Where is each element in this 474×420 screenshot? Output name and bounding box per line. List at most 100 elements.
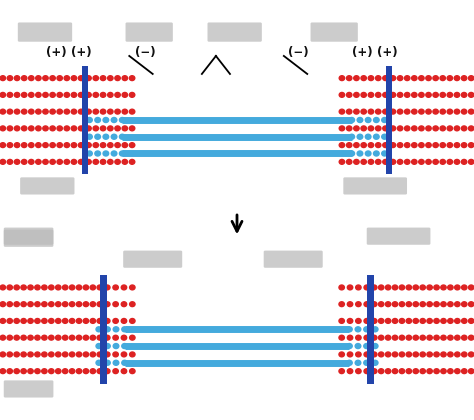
Circle shape — [447, 352, 453, 357]
Circle shape — [113, 327, 119, 332]
Circle shape — [14, 318, 19, 323]
Circle shape — [433, 109, 438, 114]
Circle shape — [339, 109, 345, 114]
Circle shape — [63, 352, 68, 357]
Circle shape — [93, 76, 99, 81]
Circle shape — [42, 369, 47, 374]
Circle shape — [368, 76, 374, 81]
Circle shape — [97, 352, 102, 357]
Circle shape — [28, 302, 33, 307]
Circle shape — [83, 302, 89, 307]
Circle shape — [63, 369, 68, 374]
Circle shape — [397, 92, 403, 97]
Circle shape — [356, 302, 361, 307]
Circle shape — [346, 126, 352, 131]
Circle shape — [354, 76, 359, 81]
Circle shape — [372, 352, 377, 357]
FancyBboxPatch shape — [4, 381, 54, 398]
Circle shape — [426, 126, 431, 131]
Circle shape — [434, 285, 439, 290]
Circle shape — [76, 318, 82, 323]
Circle shape — [105, 335, 110, 340]
Circle shape — [468, 302, 474, 307]
Circle shape — [411, 126, 417, 131]
Circle shape — [7, 126, 13, 131]
Circle shape — [361, 92, 366, 97]
Circle shape — [103, 151, 109, 156]
Circle shape — [368, 92, 374, 97]
Circle shape — [346, 109, 352, 114]
Circle shape — [69, 352, 75, 357]
Circle shape — [468, 335, 474, 340]
Circle shape — [122, 109, 128, 114]
Circle shape — [122, 344, 128, 349]
Circle shape — [43, 143, 48, 147]
Circle shape — [339, 318, 345, 323]
Text: (+): (+) — [46, 46, 67, 59]
Circle shape — [390, 126, 396, 131]
Circle shape — [454, 76, 460, 81]
Circle shape — [97, 318, 102, 323]
Circle shape — [121, 302, 127, 307]
Circle shape — [361, 76, 366, 81]
Circle shape — [42, 335, 47, 340]
Circle shape — [105, 302, 110, 307]
Circle shape — [71, 76, 77, 81]
Circle shape — [390, 109, 396, 114]
Circle shape — [87, 118, 92, 123]
Text: (−): (−) — [288, 46, 308, 59]
Circle shape — [455, 335, 460, 340]
Circle shape — [441, 285, 446, 290]
Circle shape — [354, 109, 359, 114]
Circle shape — [129, 126, 135, 131]
Circle shape — [87, 151, 92, 156]
Circle shape — [0, 109, 6, 114]
Circle shape — [411, 76, 417, 81]
Circle shape — [93, 143, 99, 147]
Circle shape — [461, 126, 467, 131]
Circle shape — [21, 318, 27, 323]
Circle shape — [63, 302, 68, 307]
Circle shape — [372, 318, 377, 323]
Circle shape — [28, 109, 34, 114]
Circle shape — [48, 335, 54, 340]
Circle shape — [368, 143, 374, 147]
Circle shape — [454, 109, 460, 114]
Circle shape — [35, 302, 40, 307]
Circle shape — [103, 134, 109, 139]
Text: (+): (+) — [352, 46, 373, 59]
Circle shape — [36, 160, 41, 164]
Circle shape — [339, 285, 345, 290]
Circle shape — [76, 335, 82, 340]
Circle shape — [426, 143, 431, 147]
Circle shape — [404, 160, 410, 164]
Circle shape — [462, 352, 467, 357]
Circle shape — [113, 360, 119, 365]
Circle shape — [390, 160, 396, 164]
Circle shape — [427, 318, 432, 323]
Circle shape — [378, 302, 384, 307]
Circle shape — [339, 143, 345, 147]
Circle shape — [375, 160, 381, 164]
Circle shape — [64, 92, 70, 97]
Circle shape — [50, 109, 55, 114]
Circle shape — [105, 352, 110, 357]
Circle shape — [14, 352, 19, 357]
Circle shape — [368, 126, 374, 131]
Circle shape — [339, 76, 345, 81]
Circle shape — [468, 76, 474, 81]
Circle shape — [413, 335, 419, 340]
Circle shape — [364, 327, 369, 332]
Circle shape — [462, 369, 467, 374]
Circle shape — [69, 285, 75, 290]
Circle shape — [129, 318, 135, 323]
Circle shape — [108, 92, 113, 97]
Circle shape — [339, 352, 345, 357]
Circle shape — [339, 302, 345, 307]
Circle shape — [113, 344, 119, 349]
Circle shape — [355, 344, 361, 349]
Circle shape — [57, 92, 63, 97]
Circle shape — [441, 335, 446, 340]
Circle shape — [14, 335, 19, 340]
Circle shape — [105, 369, 110, 374]
